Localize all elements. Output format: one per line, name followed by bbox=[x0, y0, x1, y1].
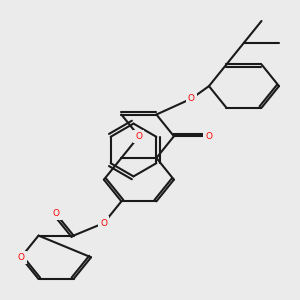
Text: O: O bbox=[135, 132, 142, 141]
Text: O: O bbox=[100, 219, 107, 228]
Text: O: O bbox=[52, 209, 59, 218]
Text: O: O bbox=[188, 94, 195, 103]
Text: O: O bbox=[17, 253, 25, 262]
Text: O: O bbox=[206, 132, 212, 141]
